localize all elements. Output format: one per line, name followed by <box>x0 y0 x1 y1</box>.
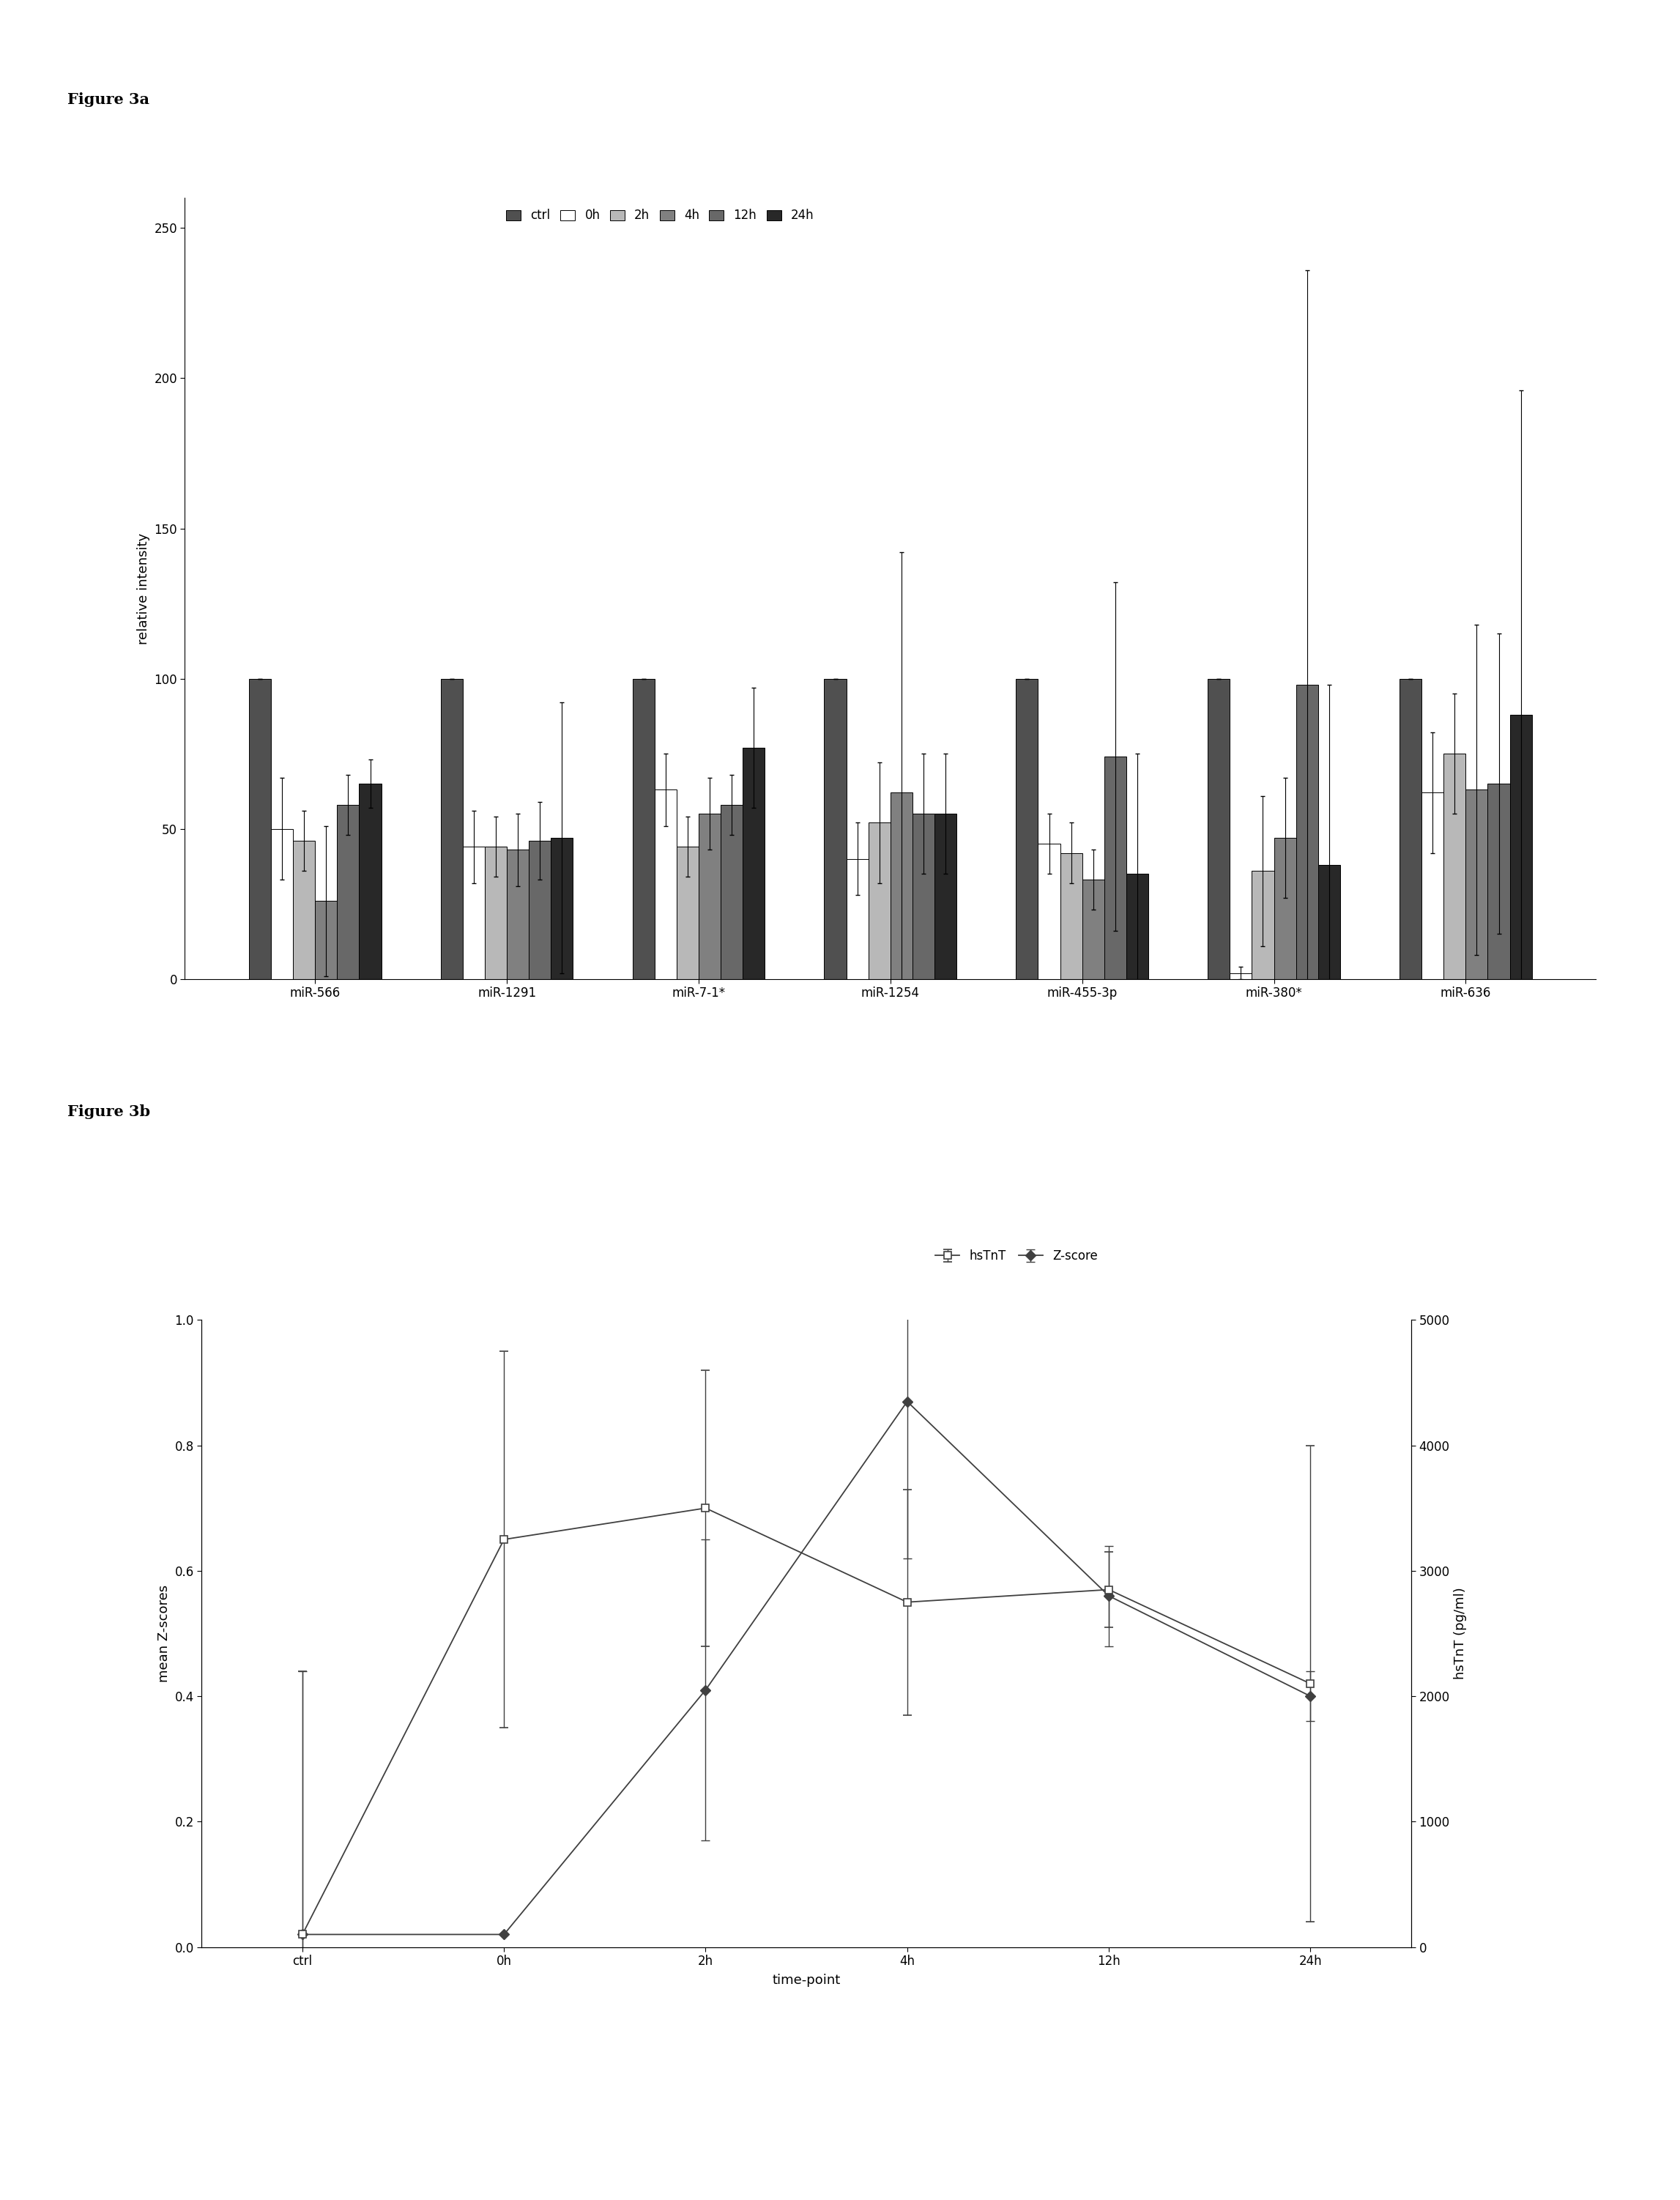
Bar <box>1082 880 1104 979</box>
Y-axis label: hsTnT (pg/ml): hsTnT (pg/ml) <box>1453 1588 1467 1679</box>
Bar <box>529 840 551 979</box>
Bar <box>699 814 721 979</box>
Bar <box>847 858 869 979</box>
Bar <box>825 678 847 979</box>
X-axis label: time-point: time-point <box>773 1973 840 1987</box>
Bar <box>507 849 529 979</box>
Bar <box>1126 873 1149 979</box>
Bar <box>632 678 655 979</box>
Text: Figure 3a: Figure 3a <box>67 92 150 108</box>
Bar <box>360 783 381 979</box>
Bar <box>1319 865 1341 979</box>
Bar <box>1295 684 1319 979</box>
Bar <box>1443 755 1465 979</box>
Bar <box>1230 972 1252 979</box>
Bar <box>249 678 270 979</box>
Bar <box>655 790 677 979</box>
Bar <box>869 823 890 979</box>
Bar <box>890 792 912 979</box>
Bar <box>270 829 292 979</box>
Bar <box>743 748 764 979</box>
Bar <box>486 847 507 979</box>
Bar <box>551 838 573 979</box>
Bar <box>316 900 338 979</box>
Bar <box>1421 792 1443 979</box>
Bar <box>1060 854 1082 979</box>
Bar <box>440 678 462 979</box>
Bar <box>1488 783 1510 979</box>
Bar <box>1252 871 1273 979</box>
Bar <box>1016 678 1038 979</box>
Bar <box>721 805 743 979</box>
Legend: ctrl, 0h, 2h, 4h, 12h, 24h: ctrl, 0h, 2h, 4h, 12h, 24h <box>501 205 818 227</box>
Bar <box>338 805 360 979</box>
Bar <box>677 847 699 979</box>
Bar <box>934 814 956 979</box>
Bar <box>1273 838 1295 979</box>
Bar <box>1510 715 1532 979</box>
Bar <box>1208 678 1230 979</box>
Legend: hsTnT, Z-score: hsTnT, Z-score <box>931 1245 1102 1267</box>
Text: Figure 3b: Figure 3b <box>67 1104 150 1120</box>
Bar <box>292 840 316 979</box>
Bar <box>1104 757 1126 979</box>
Y-axis label: relative intensity: relative intensity <box>136 532 150 645</box>
Bar <box>1465 790 1488 979</box>
Bar <box>912 814 934 979</box>
Bar <box>1038 845 1060 979</box>
Y-axis label: mean Z-scores: mean Z-scores <box>158 1584 171 1683</box>
Bar <box>462 847 486 979</box>
Bar <box>1399 678 1421 979</box>
